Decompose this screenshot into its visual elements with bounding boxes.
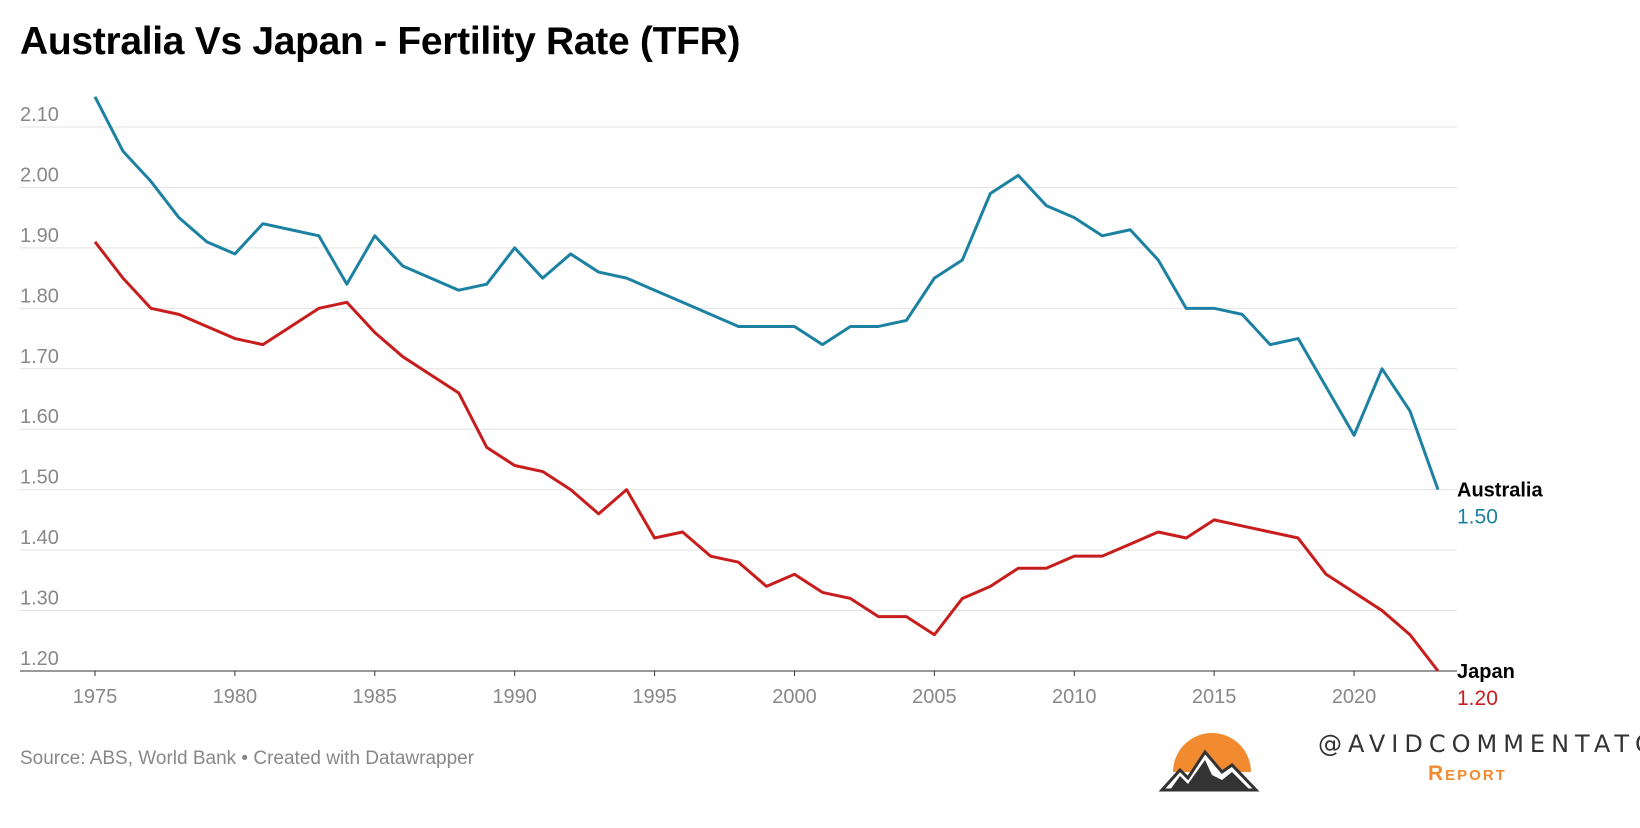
y-tick-label: 1.60 [20,406,59,428]
end-labels: Australia 1.50 Japan 1.20 [1457,480,1543,710]
logo-sun-mountain-icon [1158,733,1260,828]
x-tick-label: 1995 [632,686,677,708]
y-tick-label: 1.80 [20,285,59,307]
series-end-value: 1.50 [1457,506,1498,529]
series-lines [93,96,1440,672]
x-tick-label: 1990 [492,686,537,708]
series-line-australia [93,96,1440,491]
source-note: Source: ABS, World Bank • Created with D… [20,748,475,769]
x-axis: 1975 1980 1985 1990 1995 2000 2005 2010 2015 2020 [73,671,1377,708]
x-tick-label: 2010 [1052,686,1097,708]
x-tick-label: 2020 [1332,686,1377,708]
series-name-australia: Australia [1457,480,1543,502]
y-tick-label: 2.10 [20,104,59,126]
y-tick-label: 1.90 [20,225,59,247]
chart-title: Australia Vs Japan - Fertility Rate (TFR… [20,20,741,63]
y-tick-label: 2.00 [20,164,59,186]
x-tick-label: 1975 [73,686,118,708]
y-axis: 1.20 1.30 1.40 1.50 1.60 1.70 1.80 1.90 2.00 2.10 [20,104,59,670]
series-line-japan [93,240,1440,672]
y-tick-label: 1.50 [20,467,59,489]
logo-subtitle: Report [1428,762,1507,785]
gridlines [20,126,1457,672]
x-tick-label: 1985 [353,686,398,708]
series-name-japan: Japan [1457,661,1515,683]
x-tick-label: 1980 [213,686,258,708]
x-tick-label: 2015 [1192,686,1237,708]
logo-handle: @AVIDCOMMENTATOR [1318,730,1640,758]
series-end-value: 1.20 [1457,687,1498,710]
y-tick-label: 1.40 [20,527,59,549]
y-tick-label: 1.30 [20,588,59,610]
y-tick-label: 1.70 [20,346,59,368]
y-tick-label: 1.20 [20,648,59,670]
x-tick-label: 2000 [772,686,817,708]
x-tick-label: 2005 [912,686,957,708]
